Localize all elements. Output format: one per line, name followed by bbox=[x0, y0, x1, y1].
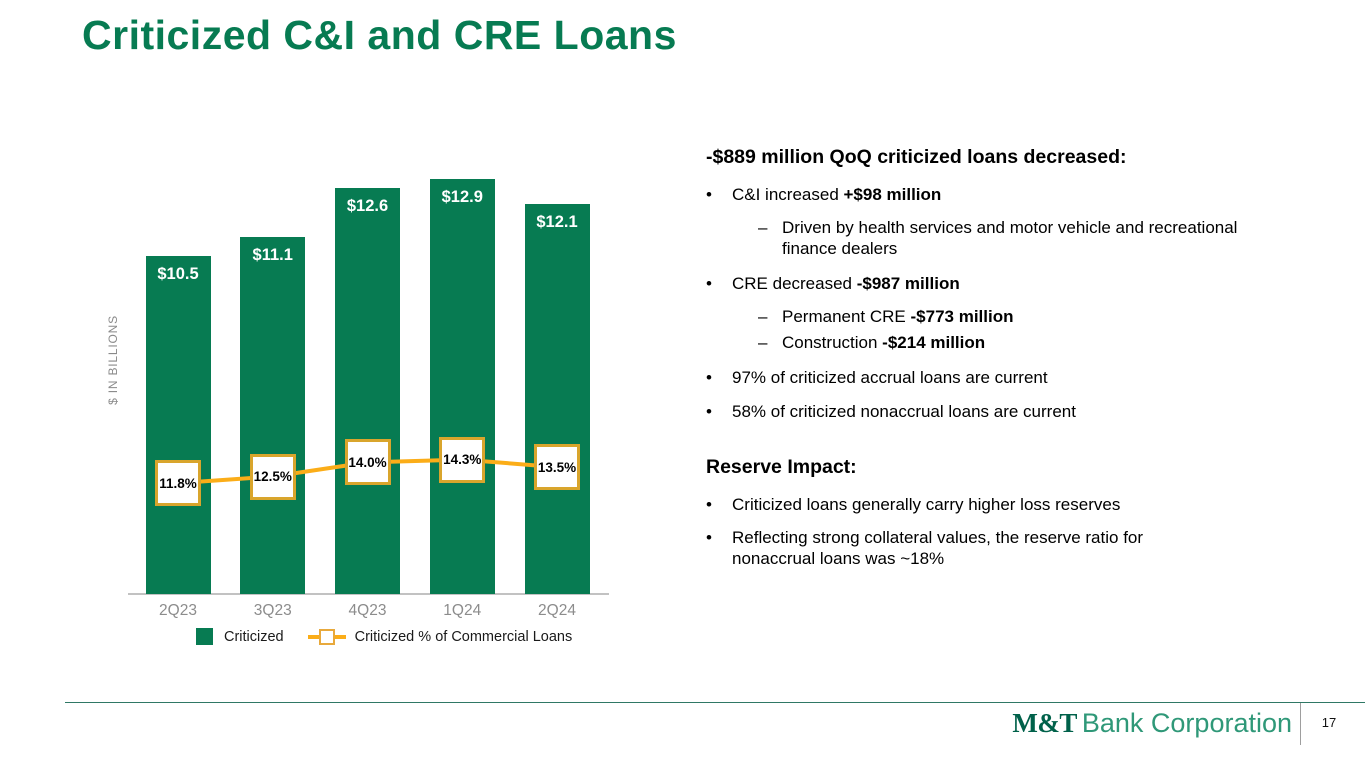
dash-marker: – bbox=[758, 218, 768, 238]
bar-value-label: $12.1 bbox=[536, 213, 578, 231]
bar-value-label: $12.9 bbox=[441, 188, 483, 206]
pct-of-commercial-loans-line bbox=[177, 457, 558, 486]
commentary-panel: -$889 million QoQ criticized loans decre… bbox=[706, 146, 1306, 581]
item-text: C&I increased +$98 million bbox=[732, 185, 942, 204]
bar-3Q23: $11.1 bbox=[240, 237, 306, 594]
bullet-item: • 58% of criticized nonaccrual loans are … bbox=[706, 401, 1306, 422]
item-text: Permanent CRE -$773 million bbox=[782, 307, 1014, 327]
bar-4Q23: $12.6 bbox=[335, 188, 400, 594]
bar-2Q23: $10.5 bbox=[145, 256, 211, 594]
bar-1Q24: $12.9 bbox=[429, 179, 495, 594]
bullet-marker: • bbox=[706, 185, 712, 204]
bullet-marker: • bbox=[706, 368, 712, 388]
page-number: 17 bbox=[1321, 715, 1337, 730]
section-heading: -$889 million QoQ criticized loans decre… bbox=[706, 146, 1127, 168]
legend-bar-swatch bbox=[196, 628, 213, 645]
item-text: Driven by health services and motor vehi… bbox=[782, 218, 1238, 259]
slide-title: Criticized C&I and CRE Loans bbox=[82, 12, 677, 58]
legend-line-marker bbox=[318, 629, 335, 645]
footer-divider bbox=[1300, 703, 1301, 745]
item-text: 97% of criticized accrual loans are curr… bbox=[732, 368, 1048, 388]
x-axis-line bbox=[128, 593, 609, 595]
bullet-item: • Reflecting strong collateral values, th… bbox=[706, 527, 1306, 569]
footer-rule bbox=[65, 702, 1365, 703]
x-axis-tick-label: 2Q23 bbox=[159, 602, 197, 619]
x-axis-tick-label: 1Q24 bbox=[443, 602, 482, 619]
dash-marker: – bbox=[758, 307, 768, 327]
bullet-marker: • bbox=[706, 401, 712, 421]
dash-marker: – bbox=[758, 333, 768, 353]
x-axis-tick-label: 2Q24 bbox=[538, 602, 576, 619]
bullet-item: • CRE decreased -$987 million bbox=[706, 273, 1306, 294]
bar-value-label: $12.6 bbox=[346, 197, 389, 215]
x-axis-tick-label: 3Q23 bbox=[253, 602, 292, 619]
item-text: Construction -$214 million bbox=[782, 333, 986, 353]
mt-bank-logo: M&T Bank Corporation bbox=[1012, 708, 1292, 739]
bar-value-label: $10.5 bbox=[157, 265, 199, 283]
pct-marker-4Q23: 14.0% bbox=[344, 439, 391, 486]
bullet-item: • C&I increased +$98 million bbox=[706, 184, 1306, 205]
sub-bullet-item: – Permanent CRE -$773 million bbox=[758, 306, 1306, 327]
bullet-item: • 97% of criticized accrual loans are cur… bbox=[706, 367, 1306, 388]
pct-marker-3Q23: 12.5% bbox=[249, 453, 296, 500]
criticized-loans-chart: $10.5 2Q23 $11.1 3Q23 $12.6 4Q23 $12.9 1Q24 $12.… bbox=[128, 150, 609, 619]
item-text: 58% of criticized nonaccrual loans are c… bbox=[732, 401, 1076, 421]
x-axis-tick-label: 4Q23 bbox=[348, 602, 387, 619]
legend-line-label: Criticized % of Commercial Loans bbox=[354, 628, 573, 645]
legend-line-swatch bbox=[307, 628, 346, 645]
bullet-marker: • bbox=[706, 274, 712, 294]
item-text: Criticized loans generally carry higher … bbox=[732, 494, 1121, 514]
section-heading: Reserve Impact: bbox=[706, 455, 857, 478]
bullet-item: • Criticized loans generally carry higher… bbox=[706, 494, 1306, 515]
pct-marker-2Q24: 13.5% bbox=[534, 444, 580, 491]
pct-marker-2Q23: 11.8% bbox=[155, 460, 201, 507]
legend-bar-label: Criticized bbox=[224, 628, 284, 645]
item-text: CRE decreased -$987 million bbox=[732, 274, 960, 294]
sub-bullet-item: – Driven by health services and motor veh… bbox=[758, 217, 1306, 259]
pct-marker-1Q24: 14.3% bbox=[439, 436, 486, 483]
y-axis-label: $ IN BILLIONS bbox=[106, 315, 120, 405]
bar-value-label: $11.1 bbox=[252, 246, 293, 264]
bullet-marker: • bbox=[706, 527, 712, 547]
item-text: Reflecting strong collateral values, the… bbox=[732, 527, 1144, 568]
sub-bullet-item: – Construction -$214 million bbox=[758, 332, 1306, 353]
bullet-marker: • bbox=[706, 494, 712, 514]
bar-2Q24: $12.1 bbox=[524, 204, 590, 594]
logo-bank-corporation-text: Bank Corporation bbox=[1081, 708, 1292, 738]
logo-mt-text: M&T bbox=[1012, 708, 1077, 738]
chart-legend: Criticized Criticized % of Commercial Lo… bbox=[196, 628, 572, 645]
